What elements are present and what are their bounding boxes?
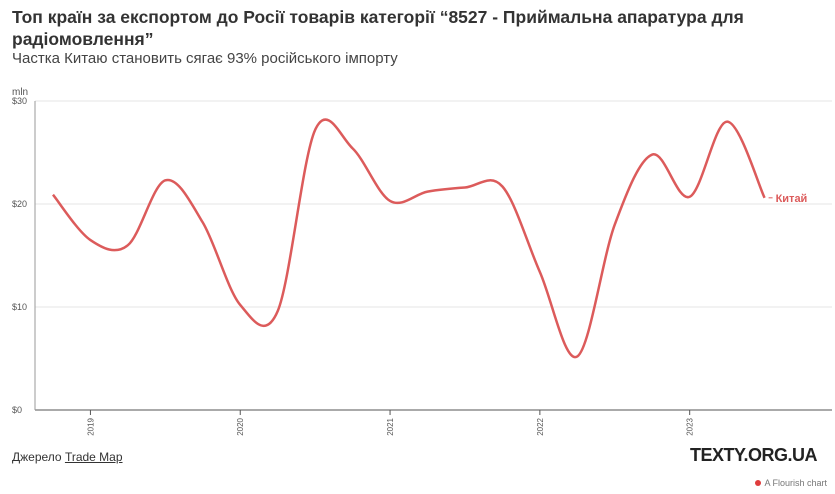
- source-link[interactable]: Trade Map: [64, 450, 123, 464]
- credit[interactable]: A Flourish chart: [755, 478, 827, 488]
- series-label: Китай: [776, 193, 808, 205]
- y-unit-label: mln: [12, 87, 28, 98]
- series-line: [52, 118, 766, 359]
- source-prefix: Джерело: [12, 450, 62, 464]
- y-tick-label: $10: [12, 302, 27, 312]
- y-tick-label: $20: [12, 199, 27, 209]
- credit-text: A Flourish chart: [764, 478, 827, 488]
- source: Джерело Trade Map: [12, 450, 123, 464]
- x-tick-label: 2023: [686, 417, 695, 435]
- x-tick-label: 2022: [536, 417, 545, 435]
- y-tick-label: $30: [12, 96, 27, 106]
- x-tick-label: 2020: [236, 417, 245, 435]
- x-tick-label: 2021: [386, 417, 395, 435]
- y-tick-label: $0: [12, 405, 22, 415]
- chart-title: Топ країн за експортом до Росії товарів …: [12, 7, 744, 49]
- x-tick-label: 2019: [86, 417, 95, 435]
- brand: TEXTY.ORG.UA: [689, 445, 818, 465]
- chart-subtitle: Частка Китаю становить сягає 93% російсь…: [12, 50, 398, 67]
